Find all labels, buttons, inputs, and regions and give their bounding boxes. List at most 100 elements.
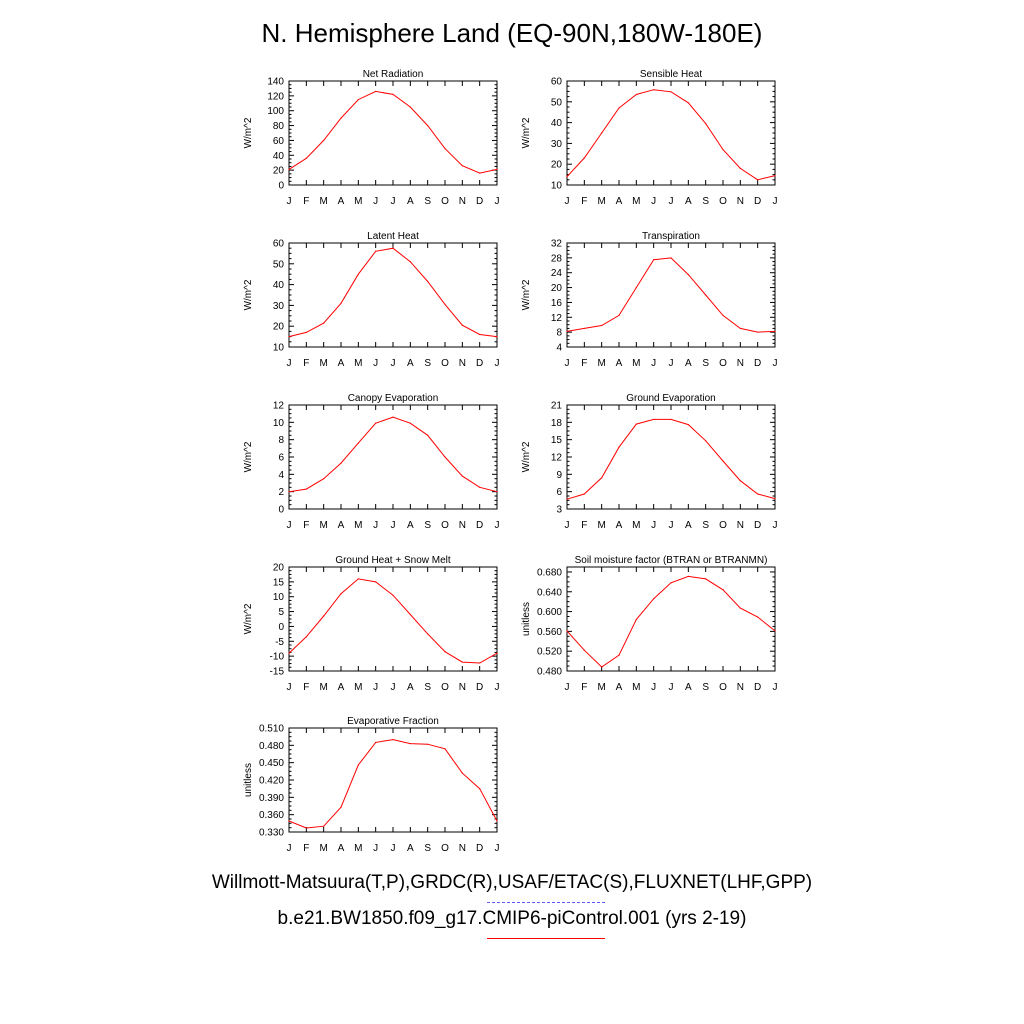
net-radiation-ytick-label: 80 [273, 121, 285, 132]
ground-heat-snow-melt-line [288, 578, 498, 664]
canopy-evaporation-xtick-label: D [476, 520, 483, 531]
ground-heat-snow-melt-panel: Ground Heat + Snow Melt W/m^2 -15 -10 -5 0 5 10… [243, 555, 500, 693]
canopy-evaporation-ytick-label: 10 [273, 418, 285, 429]
soil-moisture-factor-btran-or-btranmn-point [670, 582, 672, 584]
ground-evaporation-ylabel: W/m^2 [521, 441, 532, 472]
transpiration-point [687, 273, 689, 276]
ground-evaporation-point [618, 446, 620, 448]
latent-heat-xtick-label: F [303, 358, 309, 369]
ground-heat-snow-melt-point [461, 661, 463, 663]
net-radiation-xtick-label: S [424, 196, 431, 207]
evaporative-fraction-point [427, 743, 429, 745]
canopy-evaporation-point [479, 486, 481, 488]
ground-heat-snow-melt-xtick-label: N [459, 682, 466, 693]
ground-evaporation-xtick-label: M [597, 520, 605, 531]
ground-heat-snow-melt-ytick-label: 20 [273, 563, 285, 574]
sensible-heat-line [566, 89, 776, 181]
latent-heat-ytick-label: 10 [273, 343, 285, 354]
soil-moisture-factor-btran-or-btranmn-point [601, 666, 603, 668]
soil-moisture-factor-btran-or-btranmn-point [583, 649, 585, 651]
sensible-heat-ytick-label: 30 [551, 139, 563, 150]
sensible-heat-point [722, 149, 724, 151]
net-radiation-xtick-label: M [354, 196, 362, 207]
model-legend-line [487, 938, 605, 939]
latent-heat-xtick-label: J [495, 358, 500, 369]
soil-moisture-factor-btran-or-btranmn-xtick-label: J [669, 682, 674, 693]
ground-evaporation-point [653, 418, 655, 421]
evaporative-fraction-xtick-label: J [373, 843, 378, 854]
sensible-heat-point [618, 107, 620, 109]
latent-heat-point [409, 261, 411, 263]
latent-heat-ylabel: W/m^2 [243, 279, 254, 310]
canopy-evaporation-xtick-label: M [354, 520, 362, 531]
net-radiation-xtick-label: A [407, 196, 414, 207]
sensible-heat-point [757, 179, 759, 181]
transpiration-xtick-label: S [702, 358, 709, 369]
latent-heat-point [340, 302, 342, 304]
ground-heat-snow-melt-xtick-label: A [407, 682, 414, 693]
sensible-heat-xtick-label: M [597, 196, 605, 207]
ground-heat-snow-melt-plot-frame [288, 566, 498, 672]
canopy-evaporation-ytick-label: 2 [278, 487, 284, 498]
canopy-evaporation-line [288, 416, 498, 493]
evaporative-fraction-point [496, 820, 498, 822]
canopy-evaporation-ytick-label: 6 [278, 453, 284, 464]
latent-heat-point [444, 303, 446, 305]
ground-evaporation-xtick-label: D [754, 520, 761, 531]
ground-evaporation-ytick-label: 6 [556, 487, 562, 498]
net-radiation-point [375, 90, 377, 92]
ground-heat-snow-melt-point [323, 615, 325, 617]
ground-heat-snow-melt-point [305, 636, 307, 638]
canopy-evaporation-ylabel: W/m^2 [243, 441, 254, 472]
canopy-evaporation-xtick-label: J [373, 520, 378, 531]
ground-evaporation-ytick-label: 3 [556, 505, 562, 516]
latent-heat-xtick-label: A [338, 358, 345, 369]
canopy-evaporation-point [305, 488, 307, 490]
transpiration-point [739, 327, 741, 330]
soil-moisture-factor-btran-or-btranmn-xtick-label: J [773, 682, 778, 693]
sensible-heat-xtick-label: S [702, 196, 709, 207]
sensible-heat-point [601, 132, 603, 134]
soil-moisture-factor-btran-or-btranmn-xtick-label: F [581, 682, 587, 693]
soil-moisture-factor-btran-or-btranmn-ytick-label: 0.640 [537, 587, 562, 598]
transpiration-plot-frame [566, 242, 776, 348]
transpiration-point [618, 314, 620, 317]
transpiration-point [601, 324, 603, 327]
canopy-evaporation-xtick-label: O [441, 520, 449, 531]
soil-moisture-factor-btran-or-btranmn-xtick-label: N [737, 682, 744, 693]
net-radiation-xtick-label: J [287, 196, 292, 207]
evaporative-fraction-xtick-label: S [424, 843, 431, 854]
latent-heat-xtick-label: N [459, 358, 466, 369]
ground-evaporation-xtick-label: J [773, 520, 778, 531]
transpiration-point [670, 257, 672, 259]
evaporative-fraction-point [357, 764, 359, 766]
evaporative-fraction-point [305, 827, 307, 829]
evaporative-fraction-point [444, 748, 446, 750]
ground-evaporation-point [687, 424, 689, 426]
soil-moisture-factor-btran-or-btranmn-xtick-label: A [685, 682, 692, 693]
transpiration-ytick-label: 20 [551, 283, 563, 294]
sensible-heat-point [774, 175, 776, 177]
ground-evaporation-xtick-label: N [737, 520, 744, 531]
latent-heat-xtick-label: M [354, 358, 362, 369]
transpiration-point [566, 330, 568, 332]
ground-evaporation-point [722, 460, 724, 462]
latent-heat-point [323, 322, 325, 324]
page-title: N. Hemisphere Land (EQ-90N,180W-180E) [261, 18, 763, 48]
ground-evaporation-point [739, 480, 741, 482]
ground-heat-snow-melt-ytick-label: -10 [270, 652, 285, 663]
soil-moisture-factor-btran-or-btranmn-point [722, 589, 724, 591]
ground-evaporation-ytick-label: 9 [556, 470, 562, 481]
ground-evaporation-ytick-label: 15 [551, 435, 563, 446]
transpiration-xtick-label: M [632, 358, 640, 369]
soil-moisture-factor-btran-or-btranmn-point [774, 630, 776, 632]
ground-evaporation-xtick-label: A [685, 520, 692, 531]
net-radiation-ytick-label: 60 [273, 136, 285, 147]
ground-heat-snow-melt-point [479, 662, 481, 664]
canopy-evaporation-point [375, 422, 377, 424]
ground-heat-snow-melt-point [427, 633, 429, 635]
transpiration-xtick-label: F [581, 358, 587, 369]
ground-evaporation-title: Ground Evaporation [626, 393, 716, 404]
evaporative-fraction-point [409, 743, 411, 745]
